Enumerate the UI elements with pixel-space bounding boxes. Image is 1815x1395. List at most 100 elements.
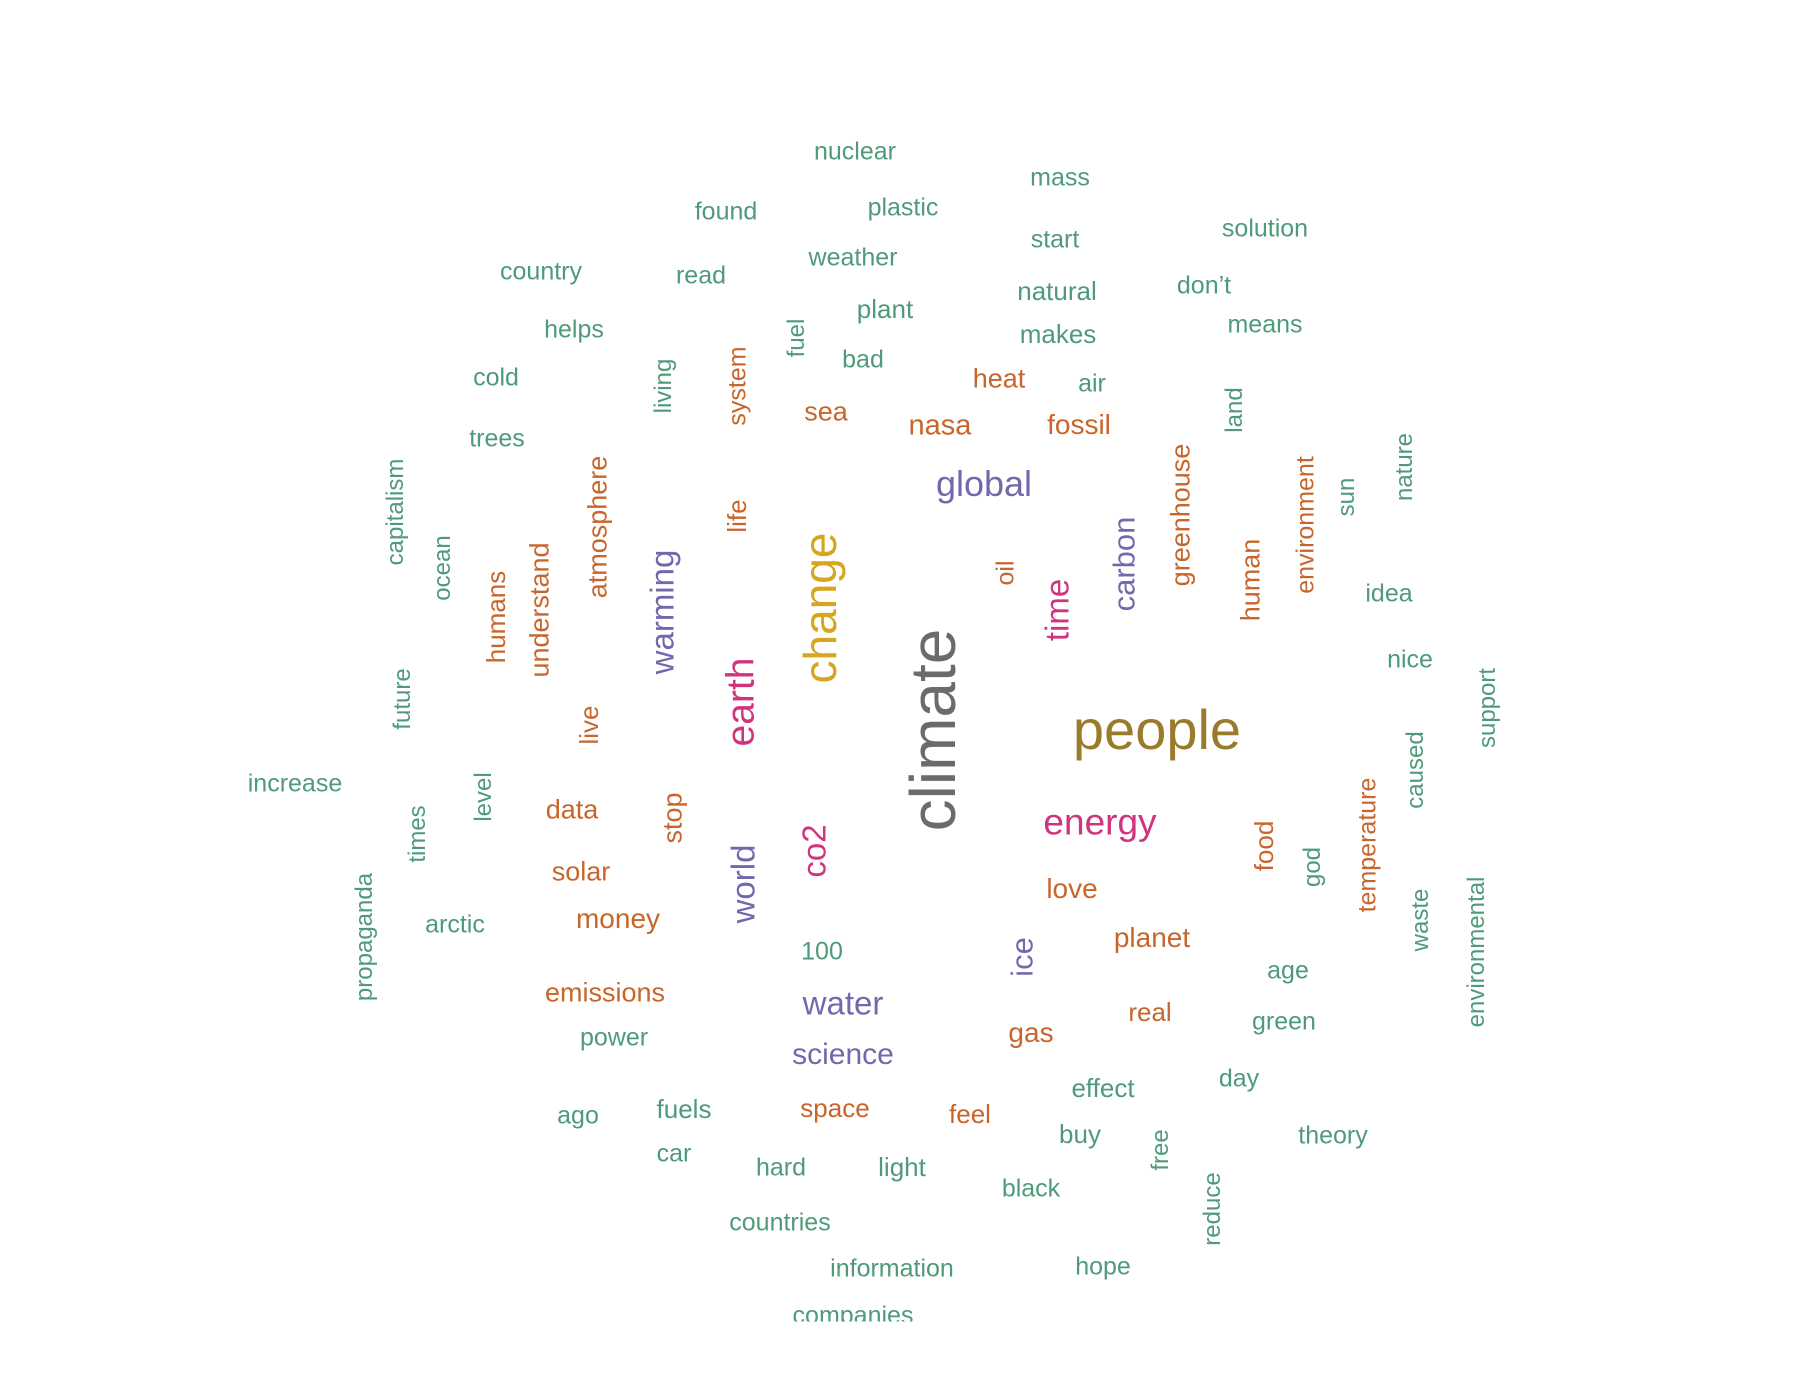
word-land: land <box>1221 387 1248 433</box>
word-live: live <box>574 705 604 745</box>
word-effect: effect <box>1071 1073 1135 1103</box>
word-living: living <box>650 358 677 414</box>
word-cold: cold <box>473 363 519 392</box>
word-makes: makes <box>1019 319 1097 349</box>
word-system: system <box>723 346 752 426</box>
word-black: black <box>1001 1174 1061 1203</box>
word-nice: nice <box>1387 645 1433 674</box>
word-times: times <box>404 805 431 863</box>
word-companies: companies <box>792 1301 914 1330</box>
word-hope: hope <box>1075 1252 1131 1281</box>
word-theory: theory <box>1298 1121 1368 1150</box>
word-carbon: carbon <box>1106 516 1142 612</box>
word-stop: stop <box>657 792 688 844</box>
word-planet: planet <box>1113 922 1191 953</box>
word-heat: heat <box>972 363 1026 394</box>
word-arctic: arctic <box>425 910 485 939</box>
word-understand: understand <box>524 542 555 678</box>
word-free: free <box>1147 1129 1174 1171</box>
word-found: found <box>694 197 758 226</box>
word-emissions: emissions <box>544 977 666 1008</box>
word-change: change <box>794 532 846 684</box>
word-start: start <box>1030 225 1080 254</box>
word-fuel: fuel <box>783 318 810 358</box>
word-nuclear: nuclear <box>814 137 896 166</box>
word-time: time <box>1038 578 1076 642</box>
word-support: support <box>1474 667 1501 749</box>
word-earth: earth <box>719 657 763 747</box>
word-100: 100 <box>801 937 843 966</box>
word-air: air <box>1078 369 1106 398</box>
word-dont: don’t <box>1176 271 1232 300</box>
word-light: light <box>878 1152 926 1182</box>
word-plant: plant <box>856 294 914 324</box>
word-day: day <box>1218 1064 1260 1093</box>
word-idea: idea <box>1365 579 1413 608</box>
word-waste: waste <box>1407 888 1434 952</box>
word-temperature: temperature <box>1353 777 1382 913</box>
word-global: global <box>935 463 1033 504</box>
word-god: god <box>1299 846 1326 888</box>
word-sun: sun <box>1333 477 1360 517</box>
word-level: level <box>470 772 497 822</box>
word-bad: bad <box>842 345 884 374</box>
word-read: read <box>675 261 727 290</box>
word-buy: buy <box>1059 1119 1101 1149</box>
word-helps: helps <box>544 315 604 344</box>
word-green: green <box>1252 1007 1316 1036</box>
word-country: country <box>500 257 582 286</box>
word-trees: trees <box>469 424 525 453</box>
word-science: science <box>792 1038 894 1071</box>
word-sea: sea <box>804 396 848 427</box>
word-capitalism: capitalism <box>382 458 409 566</box>
word-solution: solution <box>1221 214 1309 243</box>
word-energy: energy <box>1043 801 1157 843</box>
word-real: real <box>1128 997 1172 1027</box>
word-world: world <box>724 844 762 924</box>
word-water: water <box>802 984 884 1022</box>
word-power: power <box>579 1023 649 1052</box>
word-car: car <box>656 1139 692 1168</box>
word-environmental: environmental <box>1463 876 1490 1028</box>
word-climate: climate <box>897 628 969 832</box>
word-love: love <box>1046 873 1098 904</box>
word-warming: warming <box>643 549 681 675</box>
word-nature: nature <box>1391 432 1418 502</box>
word-data: data <box>545 794 599 825</box>
word-countries: countries <box>729 1208 831 1237</box>
word-co2: co2 <box>795 824 833 878</box>
word-future: future <box>389 668 416 730</box>
word-caused: caused <box>1402 731 1429 809</box>
word-hard: hard <box>755 1153 807 1182</box>
word-age: age <box>1267 956 1309 985</box>
word-feel: feel <box>949 1099 991 1129</box>
word-gas: gas <box>1008 1017 1054 1048</box>
word-environment: environment <box>1291 456 1320 594</box>
word-space: space <box>800 1093 870 1123</box>
word-increase: increase <box>247 769 343 798</box>
word-plastic: plastic <box>867 193 939 222</box>
word-oil: oil <box>991 560 1020 586</box>
word-ocean: ocean <box>429 535 456 601</box>
word-food: food <box>1249 820 1279 872</box>
word-information: information <box>830 1254 954 1283</box>
word-mass: mass <box>1030 163 1090 192</box>
word-weather: weather <box>808 243 898 272</box>
word-humans: humans <box>481 570 511 664</box>
word-money: money <box>575 903 661 934</box>
word-natural: natural <box>1017 276 1097 306</box>
word-reduce: reduce <box>1199 1172 1226 1246</box>
word-atmosphere: atmosphere <box>582 455 613 599</box>
word-propaganda: propaganda <box>351 872 378 1002</box>
word-nasa: nasa <box>908 409 972 442</box>
word-human: human <box>1235 538 1266 622</box>
word-means: means <box>1227 310 1303 339</box>
word-greenhouse: greenhouse <box>1165 443 1196 587</box>
word-fuels: fuels <box>656 1094 712 1124</box>
word-people: people <box>1072 698 1242 761</box>
word-ice: ice <box>1004 937 1040 977</box>
word-fossil: fossil <box>1047 409 1111 440</box>
word-solar: solar <box>551 856 611 887</box>
word-life: life <box>722 499 752 533</box>
